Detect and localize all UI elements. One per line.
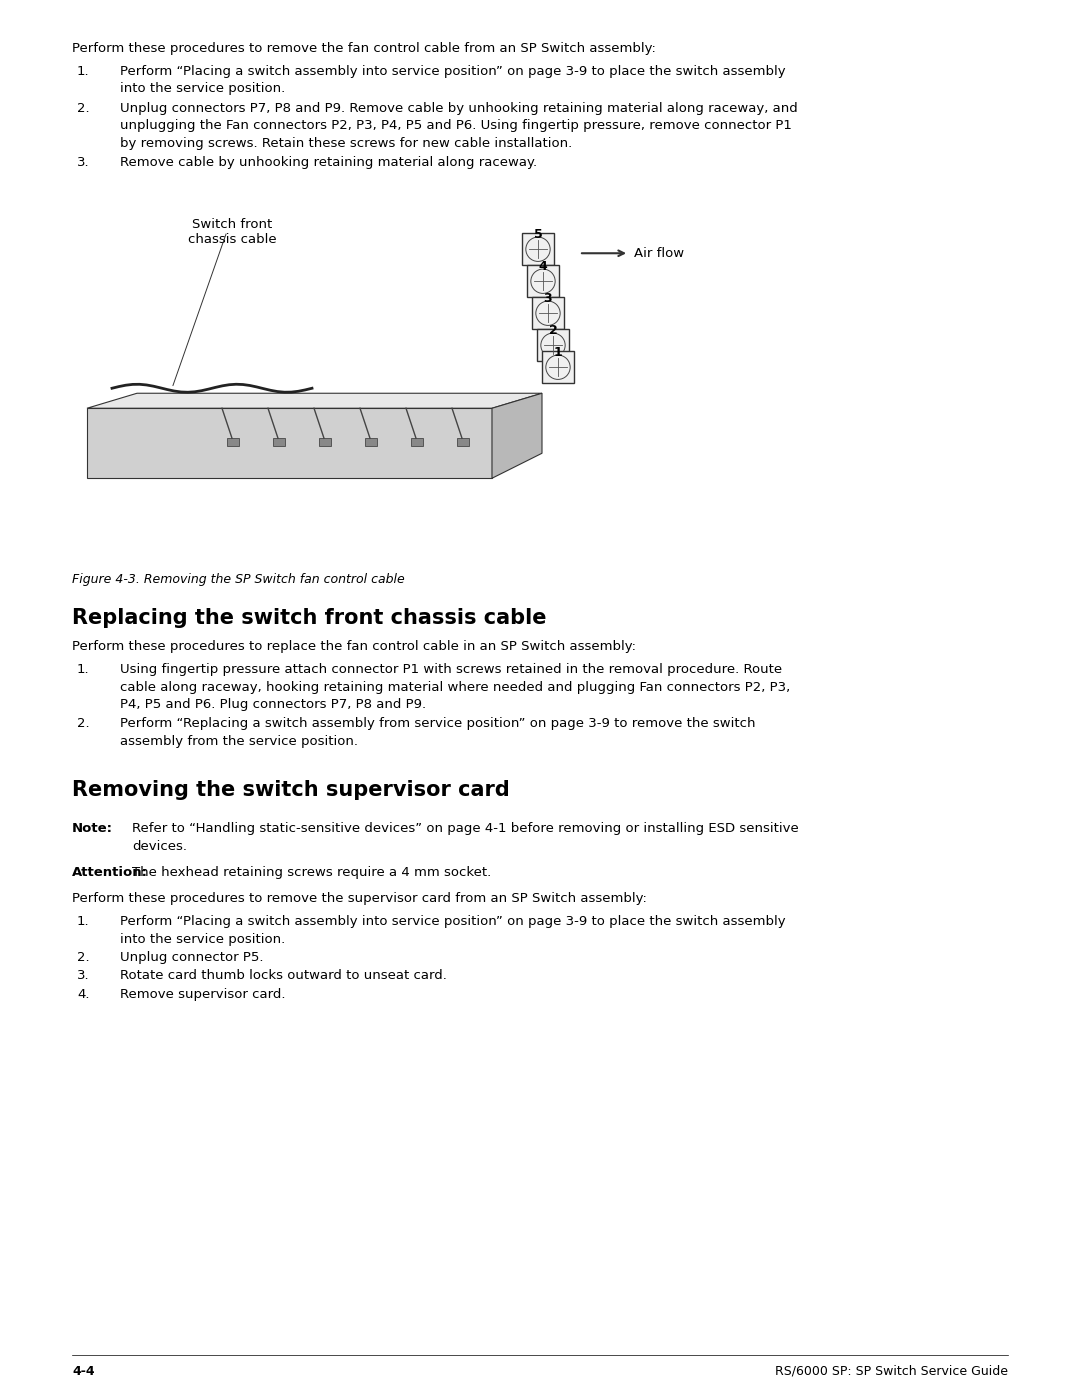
Text: 3.: 3. <box>77 970 90 982</box>
Text: Switch front
chassis cable: Switch front chassis cable <box>188 218 276 246</box>
Text: Note:: Note: <box>72 823 113 835</box>
Bar <box>319 439 330 446</box>
Text: 1.: 1. <box>77 664 90 676</box>
Bar <box>537 330 569 362</box>
Text: 1: 1 <box>554 346 563 359</box>
Text: Refer to “Handling static-sensitive devices” on page 4-1 before removing or inst: Refer to “Handling static-sensitive devi… <box>132 823 799 835</box>
Text: Perform “Placing a switch assembly into service position” on page 3-9 to place t: Perform “Placing a switch assembly into … <box>120 915 785 928</box>
Text: cable along raceway, hooking retaining material where needed and plugging Fan co: cable along raceway, hooking retaining m… <box>120 680 791 693</box>
Bar <box>365 439 377 446</box>
Polygon shape <box>87 408 492 478</box>
Text: 2.: 2. <box>77 102 90 115</box>
Text: into the service position.: into the service position. <box>120 82 285 95</box>
Text: 4-4: 4-4 <box>72 1365 95 1377</box>
Bar <box>457 439 469 446</box>
Text: devices.: devices. <box>132 840 187 852</box>
Text: Perform “Replacing a switch assembly from service position” on page 3-9 to remov: Perform “Replacing a switch assembly fro… <box>120 717 756 731</box>
Bar <box>542 351 573 383</box>
Text: assembly from the service position.: assembly from the service position. <box>120 735 357 747</box>
Text: Removing the switch supervisor card: Removing the switch supervisor card <box>72 781 510 800</box>
Text: Air flow: Air flow <box>634 247 684 260</box>
Text: Unplug connectors P7, P8 and P9. Remove cable by unhooking retaining material al: Unplug connectors P7, P8 and P9. Remove … <box>120 102 798 115</box>
Text: 4.: 4. <box>77 988 90 1000</box>
Text: 2.: 2. <box>77 717 90 731</box>
Text: 5: 5 <box>534 228 542 242</box>
Text: into the service position.: into the service position. <box>120 933 285 946</box>
Text: unplugging the Fan connectors P2, P3, P4, P5 and P6. Using fingertip pressure, r: unplugging the Fan connectors P2, P3, P4… <box>120 119 792 131</box>
Text: Perform “Placing a switch assembly into service position” on page 3-9 to place t: Perform “Placing a switch assembly into … <box>120 64 785 78</box>
Bar <box>227 439 239 446</box>
Polygon shape <box>492 393 542 478</box>
Text: Attention:: Attention: <box>72 866 148 879</box>
Text: The hexhead retaining screws require a 4 mm socket.: The hexhead retaining screws require a 4… <box>132 866 491 879</box>
Text: by removing screws. Retain these screws for new cable installation.: by removing screws. Retain these screws … <box>120 137 572 149</box>
Text: Rotate card thumb locks outward to unseat card.: Rotate card thumb locks outward to unsea… <box>120 970 447 982</box>
Bar <box>522 233 554 265</box>
Text: Perform these procedures to remove the fan control cable from an SP Switch assem: Perform these procedures to remove the f… <box>72 42 656 54</box>
Text: Figure 4-3. Removing the SP Switch fan control cable: Figure 4-3. Removing the SP Switch fan c… <box>72 573 405 587</box>
Bar <box>527 265 559 298</box>
Bar <box>273 439 285 446</box>
Text: RS/6000 SP: SP Switch Service Guide: RS/6000 SP: SP Switch Service Guide <box>775 1365 1008 1377</box>
Text: Perform these procedures to remove the supervisor card from an SP Switch assembl: Perform these procedures to remove the s… <box>72 893 647 905</box>
Text: 3: 3 <box>543 292 552 306</box>
Polygon shape <box>87 393 542 408</box>
Text: 1.: 1. <box>77 915 90 928</box>
Text: Using fingertip pressure attach connector P1 with screws retained in the removal: Using fingertip pressure attach connecto… <box>120 664 782 676</box>
Text: 3.: 3. <box>77 155 90 169</box>
Bar <box>411 439 423 446</box>
Text: 1.: 1. <box>77 64 90 78</box>
Text: Remove cable by unhooking retaining material along raceway.: Remove cable by unhooking retaining mate… <box>120 155 537 169</box>
Bar <box>532 298 564 330</box>
Text: 2: 2 <box>549 324 557 337</box>
Text: Perform these procedures to replace the fan control cable in an SP Switch assemb: Perform these procedures to replace the … <box>72 640 636 654</box>
Text: P4, P5 and P6. Plug connectors P7, P8 and P9.: P4, P5 and P6. Plug connectors P7, P8 an… <box>120 698 427 711</box>
Text: 4: 4 <box>539 260 548 274</box>
Text: Unplug connector P5.: Unplug connector P5. <box>120 951 264 964</box>
Text: 2.: 2. <box>77 951 90 964</box>
Text: Remove supervisor card.: Remove supervisor card. <box>120 988 285 1000</box>
Text: Replacing the switch front chassis cable: Replacing the switch front chassis cable <box>72 608 546 629</box>
